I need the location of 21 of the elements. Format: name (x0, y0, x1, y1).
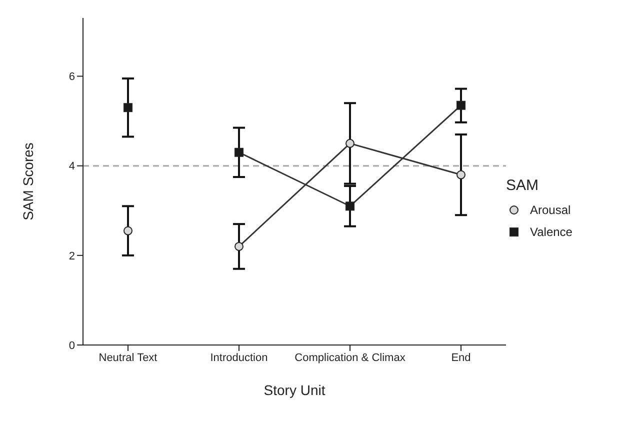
y-tick-label: 2 (68, 250, 75, 262)
legend-label: Arousal (529, 202, 572, 218)
point (346, 202, 354, 211)
point (456, 100, 466, 110)
y-axis-title: SAM Scores (20, 142, 36, 220)
point (124, 103, 132, 112)
x-tick-label: Complication & Climax (294, 352, 406, 364)
point (234, 148, 244, 157)
x-tick-label: Neutral Text (98, 352, 158, 364)
y-tick-label: 4 (68, 160, 75, 173)
x-tick-label: End (451, 352, 471, 364)
point (234, 242, 244, 251)
point (456, 170, 466, 180)
point (124, 226, 132, 236)
legend-title: SAM (506, 177, 540, 194)
y-tick-label: 0 (68, 340, 75, 352)
y-tick-label: 6 (68, 71, 75, 84)
point (346, 138, 354, 148)
x-axis-title: Story Unit (264, 382, 326, 398)
legend-label: Valence (529, 224, 574, 240)
x-tick-label: Introduction (210, 352, 268, 364)
